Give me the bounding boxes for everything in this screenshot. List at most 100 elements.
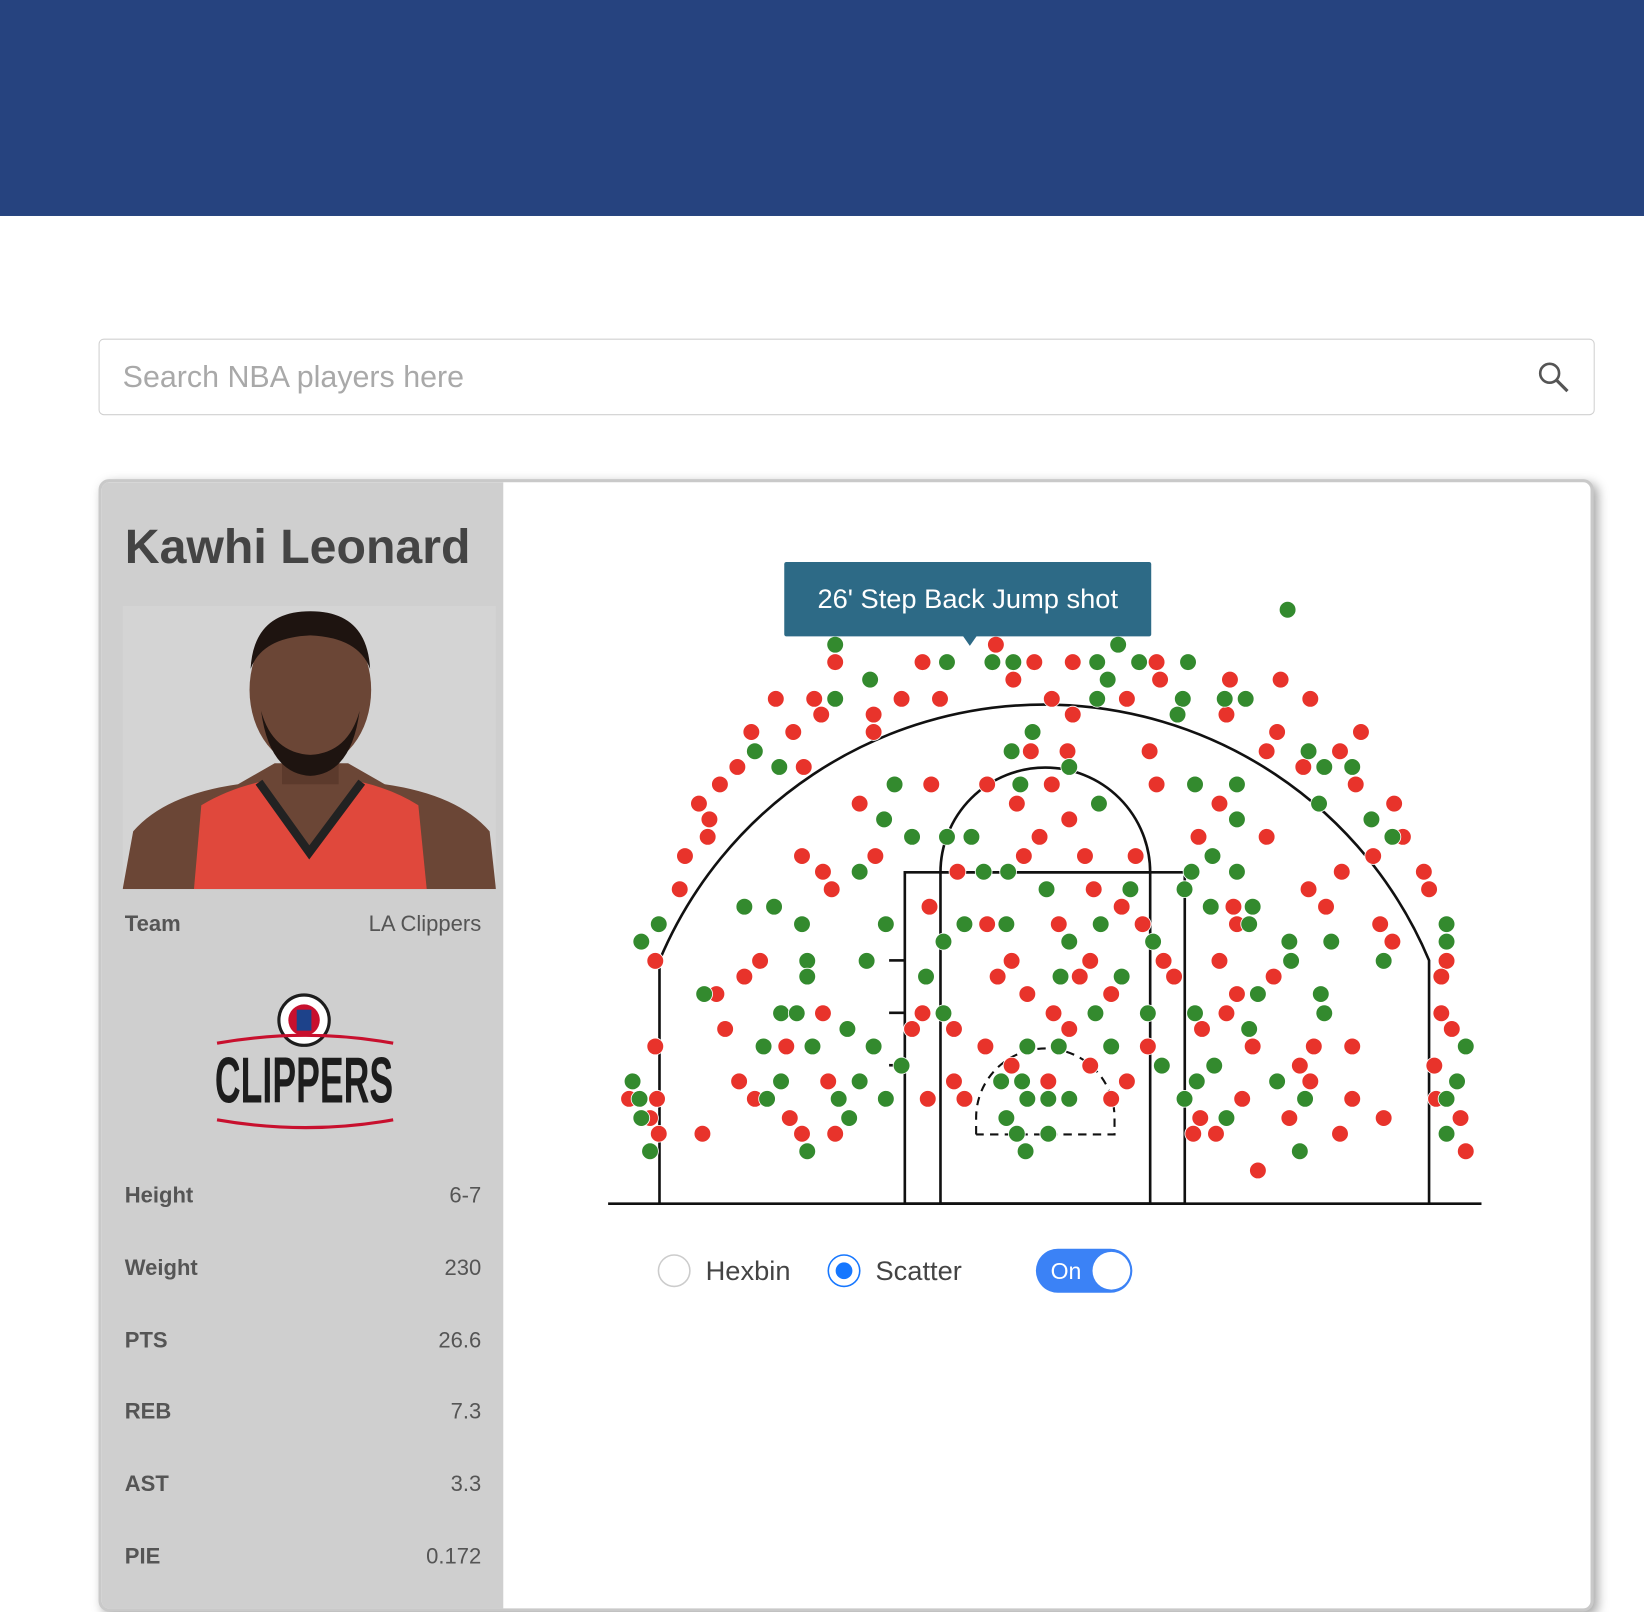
search-icon[interactable] [1537,361,1571,395]
shot-dot[interactable] [945,1020,963,1038]
shot-dot[interactable] [1025,653,1044,671]
shot-dot[interactable] [1280,932,1299,951]
shot-dot[interactable] [1076,847,1094,865]
shot-dot[interactable] [793,1124,811,1143]
shot-dot[interactable] [1299,742,1318,761]
shot-dot[interactable] [1249,985,1267,1003]
shot-dot[interactable] [934,1004,953,1023]
shot-dot[interactable] [1030,828,1049,846]
shot-dot[interactable] [1151,670,1169,689]
shot-dot[interactable] [913,653,932,671]
shot-dot[interactable] [1437,1090,1456,1108]
shot-dot[interactable] [1296,1090,1314,1108]
shot-dot[interactable] [777,1037,796,1056]
shot-dot[interactable] [1008,1124,1026,1143]
shot-dot[interactable] [1331,1124,1349,1143]
shot-dot[interactable] [1130,653,1148,671]
shot-dot[interactable] [770,758,789,776]
shot-dot[interactable] [1240,1020,1258,1038]
shot-dot[interactable] [1217,1004,1236,1023]
shot-dot[interactable] [892,690,911,708]
shot-dot[interactable] [857,952,876,970]
search-box[interactable]: Search NBA players here [98,338,1595,416]
shot-dot[interactable] [1280,1109,1299,1127]
shot-dot[interactable] [793,915,811,933]
shot-dot[interactable] [1228,985,1246,1003]
shot-dot[interactable] [1282,952,1300,970]
shot-dot[interactable] [1291,1142,1309,1161]
shot-dot[interactable] [918,1090,937,1108]
shot-dot[interactable] [1063,705,1082,724]
shot-dot[interactable] [1243,897,1262,916]
shot-dot[interactable] [1268,1072,1286,1091]
shot-dot[interactable] [700,810,719,829]
shot-dot[interactable] [1437,1124,1456,1143]
shot-dot[interactable] [1332,862,1351,881]
shot-dot[interactable] [1039,1090,1058,1108]
shot-dot[interactable] [1193,1020,1211,1038]
shot-dot[interactable] [1343,1090,1362,1108]
shot-dot[interactable] [690,794,708,813]
shot-dot[interactable] [1437,952,1456,970]
shot-dot[interactable] [814,862,832,881]
shot-dot[interactable] [1187,1072,1206,1091]
shot-dot[interactable] [1364,847,1382,865]
shot-dot[interactable] [1179,653,1197,671]
radio-hexbin[interactable] [656,1253,692,1289]
shot-dot[interactable] [1018,985,1037,1003]
shot-dot[interactable] [1112,967,1131,986]
shot-dot[interactable] [698,828,717,846]
shot-dot[interactable] [877,915,895,933]
shot-dot[interactable] [1109,635,1127,654]
shot-dot[interactable] [1086,1004,1105,1023]
shot-dot[interactable] [649,915,668,933]
shot-dot[interactable] [1343,758,1362,776]
shot-dot[interactable] [1102,985,1120,1003]
shot-dot[interactable] [1088,653,1107,671]
shot-dot[interactable] [1236,690,1255,708]
shot-dot[interactable] [974,862,993,881]
shot-dot[interactable] [997,1109,1016,1127]
shot-dot[interactable] [938,653,956,671]
shot-dot[interactable] [1051,967,1070,986]
shot-dot[interactable] [1201,897,1220,916]
shot-dot[interactable] [794,758,813,776]
shot-dot[interactable] [1002,742,1021,761]
shot-dot[interactable] [931,690,949,708]
shot-dot[interactable] [1310,794,1328,813]
shot-dot[interactable] [730,1072,748,1091]
shot-dot[interactable] [1126,847,1145,865]
shot-dot[interactable] [1278,600,1297,619]
shot-dot[interactable] [864,723,883,741]
shot-dot[interactable] [670,880,689,899]
shot-dot[interactable] [978,915,996,933]
shot-dot[interactable] [1257,828,1276,846]
shot-dot[interactable] [798,967,817,986]
shot-dot[interactable] [1432,967,1451,986]
shot-dot[interactable] [1063,653,1082,671]
shot-dot[interactable] [693,1124,712,1143]
shot-dot[interactable] [1217,705,1236,724]
shot-dot[interactable] [1118,1072,1136,1091]
shot-dot[interactable] [903,828,921,846]
shot-dot[interactable] [892,1056,911,1075]
shot-dot[interactable] [1039,1124,1058,1143]
shot-dot[interactable] [1147,775,1166,794]
shot-dot[interactable] [735,897,754,916]
shot-dot[interactable] [829,1090,848,1108]
shot-dot[interactable] [1456,1142,1475,1161]
shot-dot[interactable] [1264,967,1283,986]
shot-dot[interactable] [1189,828,1208,846]
shot-dot[interactable] [826,690,844,708]
shot-dot[interactable] [1362,810,1381,829]
shot-dot[interactable] [962,828,981,846]
shot-dot[interactable] [1168,705,1187,724]
shot-dot[interactable] [1432,1004,1451,1023]
shot-dot[interactable] [1448,1072,1466,1091]
toggle-switch[interactable]: On [1035,1248,1133,1293]
shot-dot[interactable] [1039,1072,1058,1091]
shot-dot[interactable] [1002,1056,1021,1075]
shot-dot[interactable] [1240,915,1258,933]
shot-dot[interactable] [1098,670,1117,689]
shot-dot[interactable] [1442,1020,1461,1038]
